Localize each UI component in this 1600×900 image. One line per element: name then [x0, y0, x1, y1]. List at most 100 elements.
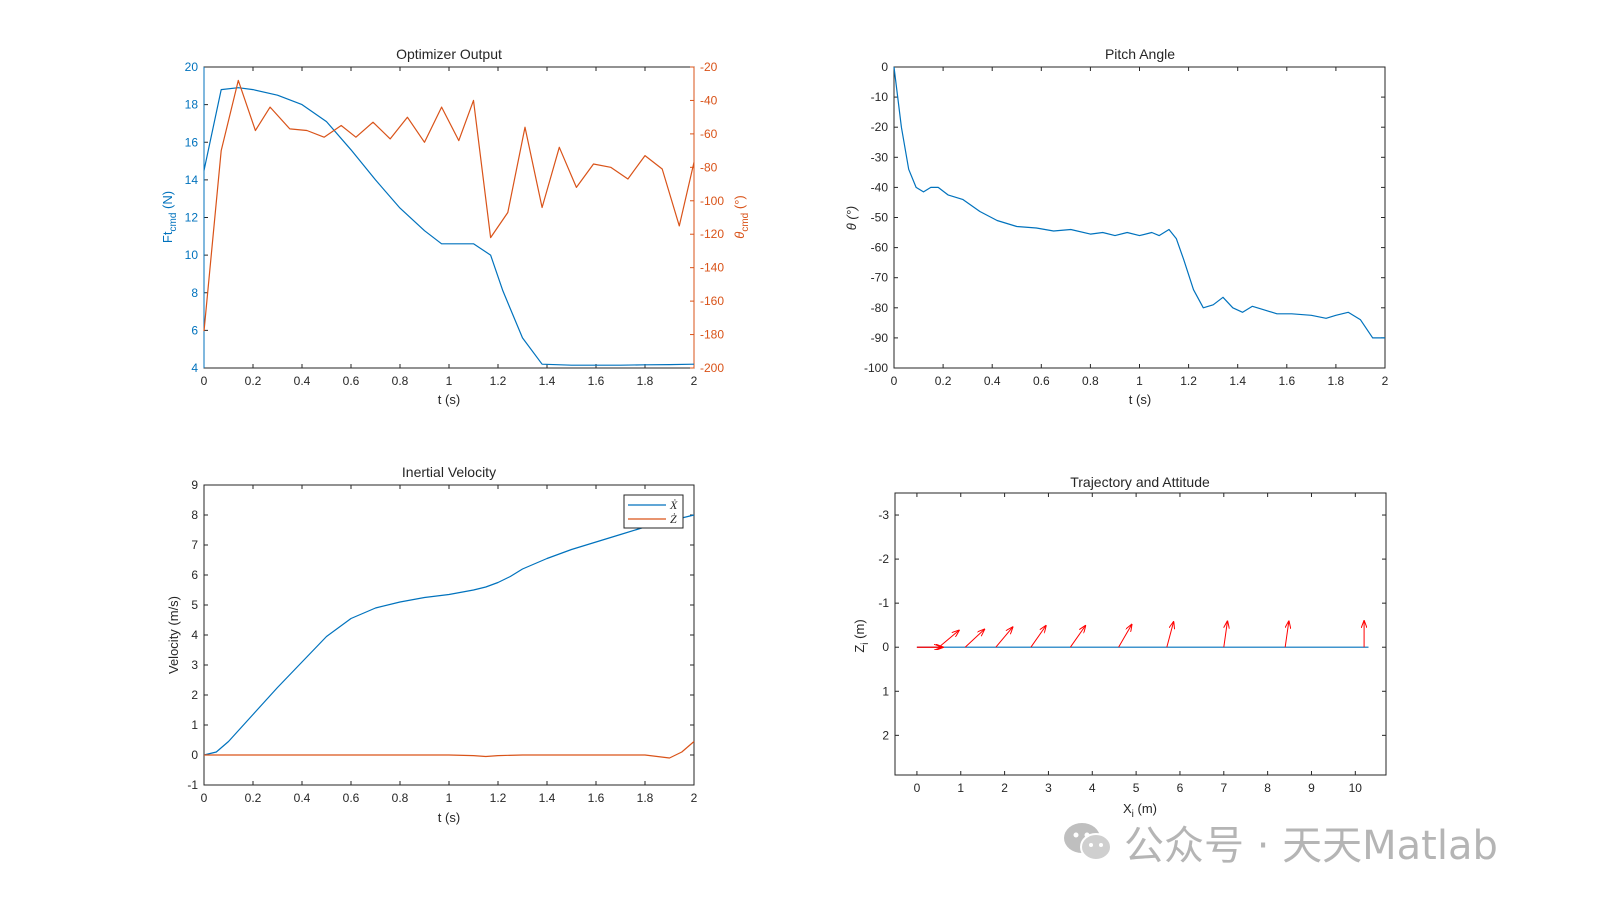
series-line-ft-cmd	[203, 87, 695, 366]
attitude-arrow	[938, 631, 959, 648]
x-tick-label: 0.6	[343, 374, 360, 388]
x-tick-label: 6	[1177, 781, 1184, 795]
x-tick-label: 1.2	[490, 791, 507, 805]
x-tick-label: 5	[1133, 781, 1140, 795]
y-ticks: -1 0 1 2 3 4 5 6 7 8 9	[187, 478, 694, 792]
x-tick-label: 1.2	[490, 374, 507, 388]
x-tick-label: 0.6	[1033, 374, 1050, 388]
y-tick-label: -80	[871, 301, 889, 315]
legend-label-x: Ẋ	[669, 498, 678, 512]
x-tick-label: 1.8	[637, 791, 654, 805]
x-tick-label: 2	[691, 374, 698, 388]
x-tick-label: 1	[1136, 374, 1143, 388]
y-tick-label: -80	[700, 160, 718, 174]
y-tick-label: -140	[700, 261, 724, 275]
watermark-text: 公众号 · 天天Matlab	[1124, 823, 1498, 869]
x-axis-label: Xi (m)	[1123, 801, 1157, 820]
y-tick-label: -180	[700, 328, 724, 342]
y-tick-label: 10	[185, 248, 199, 262]
y-axis-label: θ (°)	[844, 206, 859, 231]
x-axis-label: t (s)	[438, 810, 460, 825]
y-tick-label: -200	[700, 361, 724, 375]
x-tick-label: 0.2	[245, 791, 262, 805]
x-ticks: 0 0.2 0.4 0.6 0.8 1 1.2 1.4 1.6 1.8 2	[201, 485, 698, 805]
y-tick-label: -10	[871, 90, 889, 104]
y-tick-label: 6	[191, 568, 198, 582]
y-ticks: -100-90-80-70-60-50-40-30-20-100	[864, 60, 1385, 375]
y-tick-label: 20	[185, 60, 199, 74]
y-tick-label: -60	[871, 241, 889, 255]
y-tick-label: -40	[700, 93, 718, 107]
x-tick-label: 1.6	[588, 374, 605, 388]
attitude-arrows	[916, 621, 1364, 648]
x-tick-label: 0.8	[1082, 374, 1099, 388]
y-tick-label: 6	[191, 323, 198, 337]
y-tick-label: -30	[871, 150, 889, 164]
y-axis-label: Zi (m)	[852, 619, 871, 652]
axes-box	[203, 484, 695, 786]
y-tick-label: 4	[191, 628, 198, 642]
attitude-arrow	[995, 627, 1013, 648]
attitude-arrow	[1118, 625, 1132, 648]
x-tick-label: 1.8	[637, 374, 654, 388]
y-tick-label: -3	[878, 508, 889, 522]
panel-inertial-velocity: Inertial Velocity t (s) 0 0.2 0.4 0.6 0.8 1 1.…	[166, 464, 698, 825]
panel-trajectory-attitude: Trajectory and Attitude Xi (m) 0 1 2 3 4 5 6 7 8…	[852, 474, 1387, 820]
y-ticks-left: 4 6 8 10 12 14 16 18 20	[185, 60, 208, 375]
attitude-arrow	[1284, 622, 1289, 648]
attitude-arrow	[1166, 622, 1174, 648]
y-tick-label: 0	[882, 640, 889, 654]
y-tick-label: 8	[191, 508, 198, 522]
y-tick-label: 4	[191, 361, 198, 375]
x-tick-label: 4	[1089, 781, 1096, 795]
x-tick-label: 0.8	[392, 791, 409, 805]
x-tick-label: 1.2	[1180, 374, 1197, 388]
x-tick-label: 1	[446, 791, 453, 805]
x-tick-label: 0.4	[984, 374, 1001, 388]
chart-title: Trajectory and Attitude	[1070, 474, 1210, 490]
y-tick-label: -40	[871, 180, 889, 194]
y-axis-label-right: θcmd (°)	[732, 195, 751, 238]
x-tick-label: 0.6	[343, 791, 360, 805]
chart-title: Inertial Velocity	[402, 464, 496, 480]
legend: Ẋ Ż	[623, 494, 684, 529]
x-axis-label: t (s)	[1129, 392, 1151, 407]
y-tick-label: 2	[191, 688, 198, 702]
y-tick-label: 9	[191, 478, 198, 492]
series-line-z-dot	[204, 741, 695, 759]
y-tick-label: 1	[882, 684, 889, 698]
x-tick-label: 1	[957, 781, 964, 795]
x-tick-label: 0.8	[392, 374, 409, 388]
wechat-icon	[1064, 823, 1112, 861]
x-ticks: 0 1 2 3 4 5 6 7 8 9 10	[914, 493, 1363, 795]
y-tick-label: 3	[191, 658, 198, 672]
legend-label-z: Ż	[670, 512, 677, 526]
x-tick-label: 10	[1349, 781, 1363, 795]
y-tick-label: -50	[871, 211, 889, 225]
watermark: 公众号 · 天天Matlab	[1062, 812, 1498, 872]
axes-box	[203, 66, 695, 369]
attitude-arrow	[1069, 626, 1085, 648]
y-ticks: -3 -2 -1 0 1 2	[878, 508, 1386, 742]
y-tick-label: 0	[191, 748, 198, 762]
series-line-x-dot	[203, 514, 695, 756]
plot-lines	[203, 514, 695, 759]
x-tick-label: 7	[1220, 781, 1227, 795]
x-tick-label: 1.4	[539, 374, 556, 388]
y-tick-label: 12	[185, 211, 199, 225]
x-tick-label: 0	[891, 374, 898, 388]
y-tick-label: -100	[700, 194, 724, 208]
y-tick-label: 5	[191, 598, 198, 612]
y-tick-label: -70	[871, 271, 889, 285]
x-tick-label: 1	[446, 374, 453, 388]
y-tick-label: -120	[700, 227, 724, 241]
y-tick-label: -160	[700, 294, 724, 308]
x-tick-label: 0	[914, 781, 921, 795]
x-tick-label: 1.4	[539, 791, 556, 805]
x-tick-label: 0.4	[294, 791, 311, 805]
chart-title: Pitch Angle	[1105, 46, 1175, 62]
plot-lines	[203, 67, 695, 368]
chart-title: Optimizer Output	[396, 46, 502, 62]
x-tick-label: 8	[1264, 781, 1271, 795]
